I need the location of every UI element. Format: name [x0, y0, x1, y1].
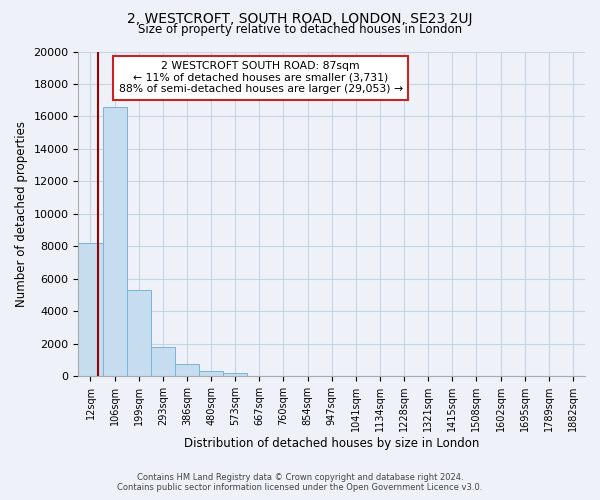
- Text: 2 WESTCROFT SOUTH ROAD: 87sqm
← 11% of detached houses are smaller (3,731)
88% o: 2 WESTCROFT SOUTH ROAD: 87sqm ← 11% of d…: [119, 61, 403, 94]
- Bar: [127, 290, 151, 376]
- Bar: [151, 347, 175, 376]
- Y-axis label: Number of detached properties: Number of detached properties: [15, 121, 28, 307]
- Text: Size of property relative to detached houses in London: Size of property relative to detached ho…: [138, 22, 462, 36]
- Bar: [175, 364, 199, 376]
- Bar: [103, 106, 127, 376]
- Bar: [79, 243, 103, 376]
- X-axis label: Distribution of detached houses by size in London: Distribution of detached houses by size …: [184, 437, 479, 450]
- Text: 2, WESTCROFT, SOUTH ROAD, LONDON, SE23 2UJ: 2, WESTCROFT, SOUTH ROAD, LONDON, SE23 2…: [127, 12, 473, 26]
- Bar: [199, 372, 223, 376]
- Bar: [223, 373, 247, 376]
- Text: Contains HM Land Registry data © Crown copyright and database right 2024.
Contai: Contains HM Land Registry data © Crown c…: [118, 473, 482, 492]
